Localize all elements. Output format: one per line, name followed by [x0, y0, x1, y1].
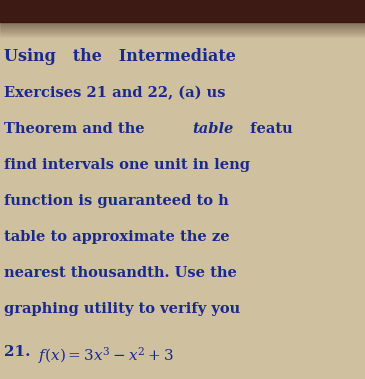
Text: $f(x) = 3x^3 - x^2 + 3$: $f(x) = 3x^3 - x^2 + 3$ [38, 345, 174, 366]
Bar [0, 22, 365, 23]
Bar [0, 0, 365, 22]
Bar [0, 27, 365, 28]
Text: graphing utility to verify you: graphing utility to verify you [4, 302, 240, 316]
Bar [0, 28, 365, 29]
Text: nearest thousandth. Use the: nearest thousandth. Use the [4, 266, 237, 280]
Bar [0, 23, 365, 24]
Bar [0, 32, 365, 33]
Bar [0, 33, 365, 34]
Text: table: table [192, 122, 233, 136]
Bar [0, 25, 365, 26]
Text: Using   the   Intermediate: Using the Intermediate [4, 48, 236, 65]
Bar [0, 34, 365, 35]
Text: Theorem and the: Theorem and the [4, 122, 150, 136]
Bar [0, 26, 365, 27]
Text: featu: featu [245, 122, 293, 136]
Bar [0, 36, 365, 37]
Text: 21.: 21. [4, 345, 31, 359]
Text: find intervals one unit in leng: find intervals one unit in leng [4, 158, 250, 172]
Bar [0, 31, 365, 32]
Bar [0, 24, 365, 25]
Bar [0, 29, 365, 30]
Bar [0, 35, 365, 36]
Text: table to approximate the ze: table to approximate the ze [4, 230, 230, 244]
Bar [0, 30, 365, 31]
Text: function is guaranteed to h: function is guaranteed to h [4, 194, 229, 208]
Text: Exercises 21 and 22, (a) us: Exercises 21 and 22, (a) us [4, 86, 226, 100]
